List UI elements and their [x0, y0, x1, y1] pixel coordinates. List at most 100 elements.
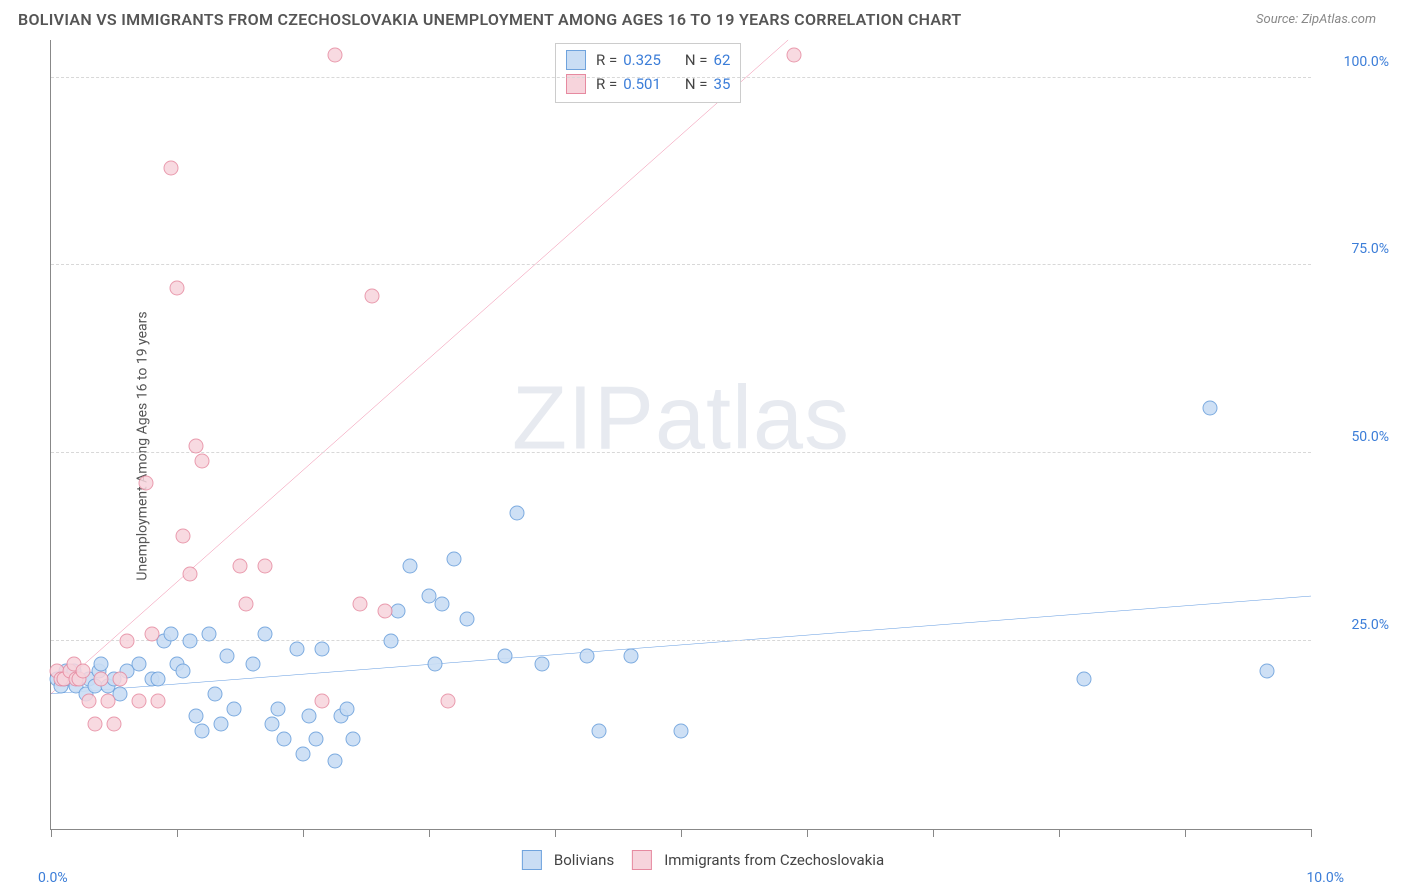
scatter-point [239, 596, 254, 611]
chart-title: BOLIVIAN VS IMMIGRANTS FROM CZECHOSLOVAK… [18, 10, 962, 29]
scatter-point [113, 671, 128, 686]
legend-swatch [522, 850, 542, 870]
scatter-point [176, 664, 191, 679]
trend-line [51, 40, 788, 694]
n-value: 62 [714, 48, 731, 72]
plot-area: ZIPatlas R = 0.325N = 62R = 0.501N = 35 … [50, 40, 1311, 830]
x-tick [303, 829, 304, 837]
gridline [51, 264, 1311, 265]
scatter-point [592, 724, 607, 739]
legend-item: Immigrants from Czechoslovakia [632, 850, 884, 870]
scatter-point [176, 528, 191, 543]
scatter-point [384, 634, 399, 649]
scatter-point [314, 694, 329, 709]
scatter-point [434, 596, 449, 611]
x-tick [429, 829, 430, 837]
scatter-point [340, 701, 355, 716]
scatter-point [201, 626, 216, 641]
scatter-point [151, 671, 166, 686]
legend-label: Bolivians [554, 851, 614, 869]
x-tick [681, 829, 682, 837]
x-tick [807, 829, 808, 837]
legend-label: Immigrants from Czechoslovakia [664, 851, 884, 869]
scatter-point [352, 596, 367, 611]
scatter-point [107, 716, 122, 731]
x-tick [177, 829, 178, 837]
y-tick-label: 75.0% [1351, 241, 1389, 257]
scatter-point [220, 649, 235, 664]
scatter-point [308, 731, 323, 746]
gridline [51, 640, 1311, 641]
gridline [51, 77, 1311, 78]
scatter-point [119, 634, 134, 649]
scatter-point [132, 694, 147, 709]
scatter-point [327, 754, 342, 769]
scatter-point [170, 280, 185, 295]
scatter-point [459, 611, 474, 626]
scatter-point [151, 694, 166, 709]
r-label: R = [596, 48, 617, 72]
scatter-point [195, 453, 210, 468]
x-axis-max-label: 10.0% [1306, 870, 1344, 886]
scatter-point [132, 656, 147, 671]
scatter-point [377, 604, 392, 619]
scatter-point [188, 709, 203, 724]
scatter-point [327, 48, 342, 63]
source-label: Source: [1256, 12, 1298, 27]
scatter-point [258, 626, 273, 641]
scatter-point [245, 656, 260, 671]
scatter-point [163, 626, 178, 641]
scatter-point [163, 160, 178, 175]
source-link[interactable]: ZipAtlas.com [1301, 12, 1376, 27]
scatter-point [535, 656, 550, 671]
trend-line [51, 596, 1311, 694]
scatter-point [277, 731, 292, 746]
scatter-point [623, 649, 638, 664]
scatter-point [447, 551, 462, 566]
scatter-point [182, 634, 197, 649]
scatter-point [195, 724, 210, 739]
y-tick-label: 100.0% [1344, 54, 1389, 70]
scatter-point [75, 664, 90, 679]
scatter-point [674, 724, 689, 739]
x-axis-min-label: 0.0% [38, 870, 68, 886]
legend-swatch [632, 850, 652, 870]
source-credit: Source: ZipAtlas.com [1256, 12, 1376, 27]
scatter-point [428, 656, 443, 671]
scatter-point [144, 626, 159, 641]
x-tick [933, 829, 934, 837]
legend-item: Bolivians [522, 850, 614, 870]
y-tick-label: 50.0% [1351, 429, 1389, 445]
scatter-point [258, 559, 273, 574]
scatter-point [403, 559, 418, 574]
scatter-point [1077, 671, 1092, 686]
stats-legend: R = 0.325N = 62R = 0.501N = 35 [555, 43, 741, 103]
scatter-point [226, 701, 241, 716]
x-tick [51, 829, 52, 837]
scatter-point [214, 716, 229, 731]
scatter-point [579, 649, 594, 664]
y-tick-label: 25.0% [1351, 617, 1389, 633]
n-label: N = [685, 48, 708, 72]
scatter-point [346, 731, 361, 746]
scatter-point [94, 671, 109, 686]
scatter-point [1203, 401, 1218, 416]
scatter-point [270, 701, 285, 716]
x-tick [1185, 829, 1186, 837]
scatter-point [497, 649, 512, 664]
scatter-point [302, 709, 317, 724]
watermark: ZIPatlas [512, 367, 850, 470]
x-tick [1311, 829, 1312, 837]
scatter-point [787, 48, 802, 63]
bottom-legend: Bolivians Immigrants from Czechoslovakia [522, 850, 884, 870]
scatter-point [264, 716, 279, 731]
scatter-point [138, 476, 153, 491]
scatter-point [88, 716, 103, 731]
scatter-point [365, 288, 380, 303]
scatter-point [289, 641, 304, 656]
r-value: 0.325 [623, 48, 661, 72]
scatter-point [188, 438, 203, 453]
gridline [51, 452, 1311, 453]
scatter-point [296, 746, 311, 761]
x-tick [1059, 829, 1060, 837]
